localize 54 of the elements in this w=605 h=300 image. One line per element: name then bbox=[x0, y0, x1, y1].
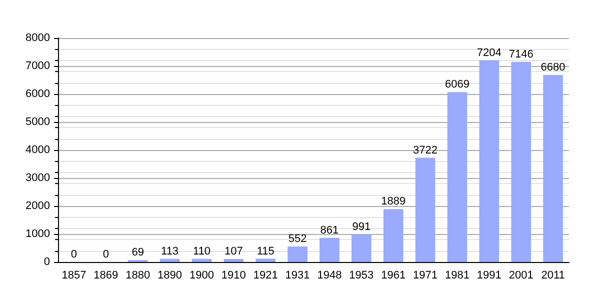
data-label: 107 bbox=[224, 246, 243, 258]
bar bbox=[288, 246, 308, 262]
x-tick-label: 1890 bbox=[158, 270, 182, 282]
x-tick-label: 1981 bbox=[444, 270, 470, 282]
y-tick-label: 0 bbox=[44, 256, 50, 268]
y-tick-label: 2000 bbox=[26, 200, 50, 212]
y-tick-label: 1000 bbox=[26, 228, 50, 240]
data-label: 861 bbox=[320, 224, 339, 236]
data-label: 69 bbox=[132, 246, 144, 259]
data-label: 7146 bbox=[508, 48, 534, 60]
data-label: 3722 bbox=[413, 144, 438, 156]
data-label: 0 bbox=[102, 248, 109, 260]
data-label: 110 bbox=[192, 245, 210, 258]
bar bbox=[160, 258, 180, 262]
bar bbox=[415, 158, 436, 262]
bar bbox=[256, 258, 276, 262]
data-label: 0 bbox=[70, 248, 78, 260]
y-tick-label: 7000 bbox=[26, 60, 50, 72]
y-tick-label: 4000 bbox=[26, 144, 50, 156]
bar bbox=[352, 234, 372, 262]
data-label: 115 bbox=[256, 245, 274, 258]
bar bbox=[543, 74, 563, 262]
y-tick-label: 5000 bbox=[26, 116, 50, 128]
x-tick-label: 1921 bbox=[253, 270, 278, 282]
x-tick-label: 1971 bbox=[413, 270, 438, 282]
bar bbox=[479, 60, 500, 262]
bar bbox=[383, 209, 404, 262]
data-label: 7204 bbox=[476, 46, 502, 59]
y-tick-label: 3000 bbox=[26, 172, 50, 184]
bar bbox=[224, 259, 244, 262]
bar bbox=[447, 92, 468, 262]
bar bbox=[192, 258, 212, 262]
y-tick-label: 6000 bbox=[26, 88, 50, 100]
data-label: 991 bbox=[352, 220, 371, 233]
x-tick-label: 1953 bbox=[349, 270, 374, 282]
x-tick-label: 2011 bbox=[541, 270, 565, 282]
x-tick-label: 1931 bbox=[285, 270, 310, 282]
bar bbox=[320, 238, 340, 262]
bar bbox=[511, 62, 531, 262]
x-tick-label: 1900 bbox=[189, 270, 214, 282]
x-tick-label: 1880 bbox=[126, 270, 150, 282]
x-tick-label: 1961 bbox=[381, 270, 406, 282]
x-tick-label: 1869 bbox=[94, 270, 118, 282]
data-label: 6069 bbox=[444, 78, 470, 91]
x-tick-label: 2001 bbox=[508, 270, 534, 282]
x-tick-label: 1857 bbox=[62, 270, 86, 282]
x-tick-label: 1910 bbox=[221, 270, 246, 282]
y-tick-label: 8000 bbox=[26, 32, 50, 44]
data-label: 113 bbox=[161, 245, 179, 258]
data-label: 6680 bbox=[540, 61, 566, 74]
data-label: 552 bbox=[288, 233, 307, 246]
x-tick-label: 1948 bbox=[317, 270, 342, 282]
data-label: 1889 bbox=[381, 196, 406, 208]
x-tick-label: 1991 bbox=[476, 270, 502, 282]
